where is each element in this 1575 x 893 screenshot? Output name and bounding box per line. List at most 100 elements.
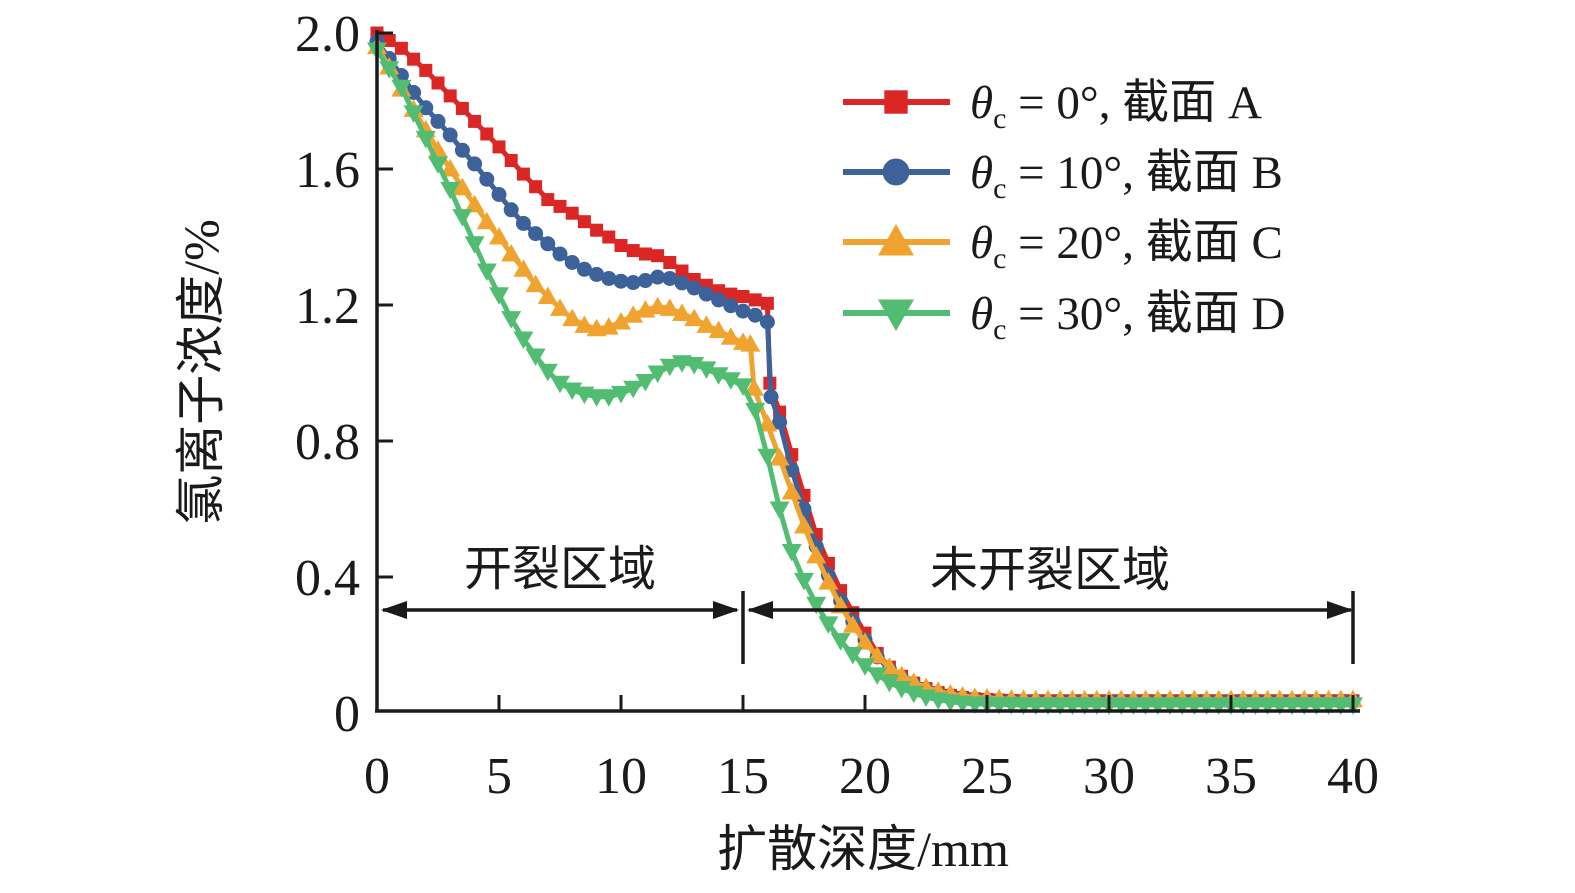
square-marker <box>443 89 457 103</box>
tri-down-marker <box>501 311 522 329</box>
tri-up-marker <box>855 632 875 650</box>
tri-down-marker <box>623 380 644 399</box>
cracked-region-label: 开裂区域 <box>464 543 656 596</box>
region-annotations: 开裂区域 未开裂区域 <box>381 543 1355 664</box>
square-marker <box>736 290 750 303</box>
series-3 <box>367 42 1363 715</box>
tri-down-marker <box>428 156 448 174</box>
tri-down-marker <box>733 378 753 396</box>
legend-item-0: θc = 0°, 截面 A <box>843 77 1262 135</box>
tri-down-marker <box>513 331 534 349</box>
x-tick-label-10: 10 <box>595 748 647 805</box>
tri-down-marker <box>379 61 400 79</box>
tri-up-marker <box>757 414 778 432</box>
series-layer <box>367 26 1363 715</box>
y-axis-title: 氯离子浓度/% <box>173 219 229 525</box>
axes: 0 5 10 15 20 25 30 35 40 0 0.4 0.8 1.2 1.6 2.0 <box>295 6 1379 805</box>
series-1 <box>369 34 1361 709</box>
x-tick-label-5: 5 <box>486 748 512 805</box>
circle-marker <box>613 273 629 289</box>
circle-marker <box>747 307 763 323</box>
circle-marker <box>759 314 775 330</box>
tri-down-marker <box>635 374 656 392</box>
circle-marker <box>674 275 690 291</box>
tri-up-marker <box>501 244 522 262</box>
square-marker <box>516 167 530 181</box>
circle-marker <box>491 187 507 202</box>
x-tick-label-30: 30 <box>1083 748 1135 805</box>
circle-marker <box>686 280 702 296</box>
tri-up-marker <box>647 296 668 315</box>
circle-marker <box>454 142 470 158</box>
tri-down-marker <box>818 616 839 634</box>
tri-up-marker <box>696 315 717 333</box>
series-2-markers <box>367 36 1363 708</box>
circle-marker <box>662 270 678 286</box>
tri-down-marker <box>659 358 680 377</box>
circle-marker <box>552 246 568 262</box>
tri-down-marker <box>878 299 914 331</box>
circle-marker <box>601 270 617 286</box>
tri-down-marker <box>830 633 851 651</box>
square-marker <box>419 63 433 77</box>
tri-up-marker <box>781 482 802 500</box>
tri-down-marker <box>598 389 619 407</box>
x-tick-label-25: 25 <box>961 748 1013 805</box>
tri-down-marker <box>440 181 461 200</box>
legend-item-3: θc = 30°, 截面 D <box>843 288 1285 346</box>
circle-marker <box>418 100 434 116</box>
x-axis-title: 扩散深度/mm <box>717 821 1009 877</box>
square-marker <box>455 101 469 115</box>
square-marker <box>565 206 579 220</box>
tri-down-marker <box>550 375 570 394</box>
circle-marker <box>515 215 531 231</box>
square-marker <box>590 223 604 237</box>
tri-up-marker <box>720 327 741 345</box>
legend-label-2: θc = 20°, 截面 C <box>970 217 1283 275</box>
circle-marker <box>442 127 458 143</box>
square-marker <box>663 256 677 269</box>
square-marker <box>651 249 665 263</box>
tri-up-marker <box>769 448 790 466</box>
tri-down-marker <box>415 130 436 149</box>
uncracked-region-label: 未开裂区域 <box>930 544 1170 597</box>
tri-down-marker <box>708 367 729 385</box>
tri-up-marker <box>806 545 827 564</box>
tri-down-marker <box>781 544 802 562</box>
legend-item-1: θc = 10°, 截面 B <box>843 147 1283 205</box>
tri-up-marker <box>598 317 619 335</box>
tri-up-marker <box>574 315 595 333</box>
tri-up-marker <box>464 194 485 213</box>
square-marker <box>614 239 628 252</box>
square-marker <box>394 41 408 55</box>
tri-down-marker <box>489 287 509 305</box>
y-tick-label-0.4: 0.4 <box>295 550 360 607</box>
square-marker <box>675 264 689 278</box>
square-marker <box>884 90 908 114</box>
tri-down-marker <box>769 501 790 519</box>
circle-marker <box>540 236 556 252</box>
circle-marker <box>430 113 446 129</box>
tri-up-marker <box>440 159 461 177</box>
tri-down-marker <box>684 357 705 375</box>
tri-up-marker <box>525 274 546 293</box>
circle-marker <box>467 156 483 172</box>
tick-layer: 0 5 10 15 20 25 30 35 40 0 0.4 0.8 1.2 1.6 2.0 <box>295 6 1379 805</box>
square-marker <box>541 193 555 207</box>
square-marker <box>492 140 506 154</box>
tri-down-marker <box>647 365 668 383</box>
tri-up-marker <box>684 308 705 327</box>
circle-marker <box>882 158 910 186</box>
x-tick-label-15: 15 <box>717 748 769 805</box>
circle-marker <box>479 171 495 187</box>
legend-item-2: θc = 20°, 截面 C <box>843 217 1283 275</box>
x-tick-label-40: 40 <box>1327 748 1379 805</box>
circle-marker <box>735 303 751 319</box>
y-tick-label-1.6: 1.6 <box>295 142 360 199</box>
circle-marker <box>711 292 727 308</box>
tri-down-marker <box>720 372 741 390</box>
square-marker <box>626 244 640 258</box>
circle-marker <box>564 255 580 270</box>
